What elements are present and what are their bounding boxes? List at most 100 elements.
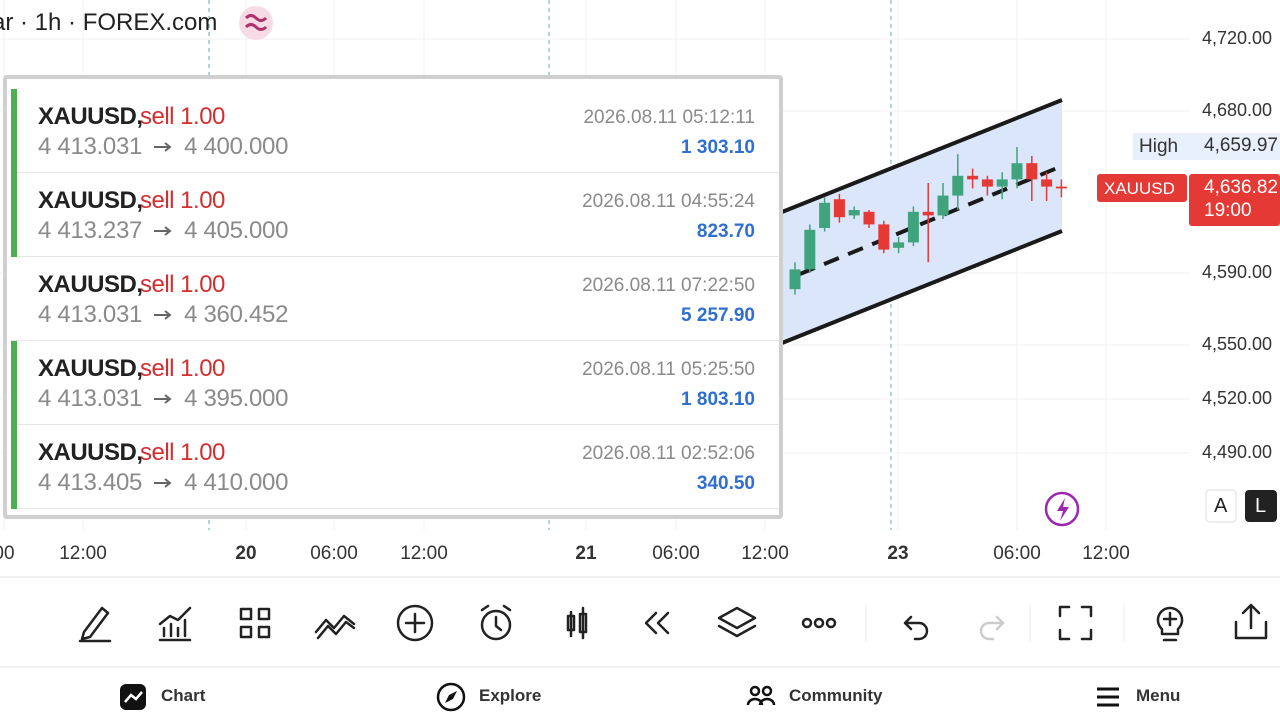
channel-upper: [781, 98, 1063, 214]
candle-body: [1041, 179, 1053, 187]
trade-row[interactable]: XAUUSD, sell 1.00 4 413.031 4 400.000 2026.0…: [11, 89, 779, 173]
time-tick-label: 00: [0, 543, 15, 564]
trade-symbol: XAUUSD,: [38, 103, 143, 130]
trade-side: sell 1.00: [140, 439, 225, 466]
last-price-bg: [1189, 174, 1280, 226]
fullscreen[interactable]: [1058, 605, 1093, 641]
candle-body: [1011, 163, 1023, 180]
nav-label[interactable]: Chart: [161, 686, 206, 705]
time-tick-label: 12:00: [1082, 543, 1130, 564]
time-tick-label: 21: [575, 543, 597, 564]
nav-label[interactable]: Community: [789, 686, 883, 705]
alert[interactable]: [480, 609, 512, 641]
scale-button[interactable]: [1205, 489, 1237, 523]
row-marker: [11, 173, 17, 257]
candle-body: [819, 202, 831, 228]
candle-body: [922, 211, 934, 216]
candle-body: [833, 199, 845, 218]
price-tick-label: 4,490.00: [1202, 442, 1273, 462]
status-icon-glyph: [244, 14, 268, 31]
high-price: 4,659.97: [1204, 135, 1278, 156]
candle-body: [878, 224, 890, 250]
open-price: 4 413.237: [38, 217, 143, 244]
add[interactable]: [396, 604, 434, 642]
layers[interactable]: [717, 606, 757, 638]
trade-side: sell 1.00: [140, 103, 225, 130]
trade-side: sell 1.00: [140, 355, 225, 382]
scale-button-label[interactable]: L: [1255, 495, 1267, 517]
share[interactable]: [1234, 603, 1268, 640]
trade-symbol: XAUUSD,: [38, 271, 143, 298]
ideas[interactable]: [1156, 606, 1184, 642]
trade-time: 2026.08.11 02:52:06: [582, 443, 755, 464]
close-price: 4 410.000: [184, 469, 289, 496]
trade-prices: 4 413.237 4 405.000: [38, 217, 288, 245]
high-label: High: [1139, 136, 1179, 157]
arrow: [154, 310, 172, 320]
price-tick-label: 4,550.00: [1202, 334, 1273, 354]
status-icon[interactable]: [239, 6, 273, 40]
price-tick-label: 4,590.00: [1202, 262, 1273, 282]
bar-type[interactable]: [566, 606, 588, 640]
trade-row[interactable]: XAUUSD, sell 1.00 4 413.237 4 405.000 2026.0…: [11, 173, 779, 257]
trade-symbol: XAUUSD,: [38, 355, 143, 382]
trade-profit: 340.50: [696, 473, 755, 494]
patterns[interactable]: [314, 614, 356, 640]
layouts[interactable]: [239, 607, 271, 639]
draw-tool[interactable]: [78, 606, 112, 643]
candle-body: [804, 229, 816, 270]
time-tick-label: 06:00: [310, 543, 358, 564]
candle-body: [1026, 163, 1038, 180]
trade-prices: 4 413.031 4 400.000: [38, 133, 288, 161]
trade-symbol: XAUUSD,: [38, 187, 143, 214]
arrow: [154, 226, 172, 236]
candle-body: [996, 179, 1008, 187]
close-price: 4 360.452: [184, 301, 289, 328]
candle-body: [937, 195, 949, 216]
arrow: [154, 394, 172, 404]
undo[interactable]: [903, 615, 929, 641]
trade-time: 2026.08.11 05:12:11: [583, 107, 755, 128]
trade-side: sell 1.00: [140, 271, 225, 298]
alert-icon[interactable]: [1044, 491, 1080, 527]
symbol-label-bg: [1097, 174, 1187, 202]
open-price: 4 413.405: [38, 469, 143, 496]
nav-icon[interactable]: [436, 682, 466, 712]
candle-body: [907, 211, 919, 243]
trade-prices: 4 413.405 4 410.000: [38, 469, 288, 497]
trade-profit: 1 303.10: [681, 137, 755, 158]
candle-body: [848, 210, 860, 216]
trade-row[interactable]: XAUUSD, sell 1.00 4 413.031 4 360.452 2026.0…: [11, 257, 779, 341]
candle-body: [1055, 186, 1067, 189]
trade-row[interactable]: XAUUSD, sell 1.00 4 413.405 4 410.000 2026.0…: [11, 425, 779, 509]
nav-icon[interactable]: [1097, 687, 1119, 707]
trade-time: 2026.08.11 05:25:50: [582, 359, 755, 380]
indicators[interactable]: [158, 606, 192, 642]
time-tick-label: 12:00: [400, 543, 448, 564]
time-tick-label: 12:00: [59, 543, 107, 564]
redo[interactable]: [979, 615, 1005, 641]
header-title: ar · 1h · FOREX.com: [0, 9, 218, 36]
candle-body: [863, 211, 875, 225]
time-tick-label: 12:00: [741, 543, 789, 564]
close-price: 4 400.000: [184, 133, 289, 160]
last-price: 4,636.82: [1204, 177, 1278, 198]
trade-prices: 4 413.031 4 395.000: [38, 385, 288, 413]
channel-lower: [781, 229, 1063, 345]
high-label-bg: [1133, 133, 1189, 160]
scale-button[interactable]: [1245, 490, 1277, 522]
trade-prices: 4 413.031 4 360.452: [38, 301, 288, 329]
nav-label[interactable]: Menu: [1136, 686, 1181, 705]
more[interactable]: [825, 617, 837, 629]
nav-icon[interactable]: [746, 685, 776, 706]
candles: [789, 147, 1067, 295]
nav-label[interactable]: Explore: [479, 686, 542, 705]
trade-row[interactable]: XAUUSD, sell 1.00 4 413.031 4 395.000 2026.0…: [11, 341, 779, 425]
scale-button-label[interactable]: A: [1214, 495, 1228, 517]
replay[interactable]: [644, 611, 670, 635]
candle-body: [893, 242, 905, 248]
row-marker: [11, 341, 17, 425]
arrow: [154, 142, 172, 152]
time-tick-label: 23: [887, 543, 909, 564]
